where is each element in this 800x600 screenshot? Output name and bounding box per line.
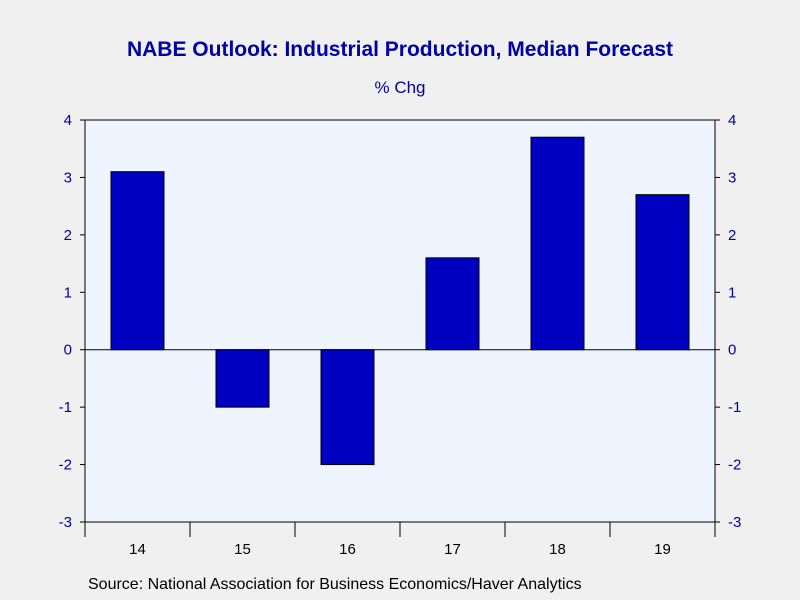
bar-14 [110,171,165,351]
y-tick-label-right: 0 [728,342,736,359]
chart-subtitle: % Chg [374,78,426,97]
y-tick-label-left: -3 [59,514,72,531]
chart-title: NABE Outlook: Industrial Production, Med… [126,38,674,61]
y-tick-label-right: 3 [728,169,736,186]
x-tick-label: 15 [234,541,251,558]
y-tick-label-right: -1 [728,399,741,416]
y-tick-label-left: 3 [64,169,72,186]
x-tick-label: 17 [444,541,461,558]
y-tick-label-right: 2 [728,227,736,244]
bar-15 [215,349,270,408]
y-tick-label-left: 0 [64,342,72,359]
y-tick-label-right: 1 [728,284,736,301]
y-tick-label-left: -2 [59,457,72,474]
x-tick-label: 14 [129,541,146,558]
y-tick-label-right: -3 [728,514,741,531]
x-tick-label: 18 [549,541,566,558]
y-tick-label-left: 2 [64,227,72,244]
plot-area [85,120,715,522]
y-tick-label-left: 1 [64,284,72,301]
y-tick-label-left: 4 [64,112,72,129]
x-tick-label: 16 [339,541,356,558]
y-tick-label-right: -2 [728,457,741,474]
source-note: Source: National Association for Busines… [88,576,582,593]
y-tick-label-right: 4 [728,112,736,129]
bar-16 [320,349,375,466]
bar-18 [530,136,585,351]
y-tick-label-left: -1 [59,399,72,416]
x-tick-label: 19 [654,541,671,558]
bar-19 [635,194,690,351]
bar-17 [425,257,480,351]
